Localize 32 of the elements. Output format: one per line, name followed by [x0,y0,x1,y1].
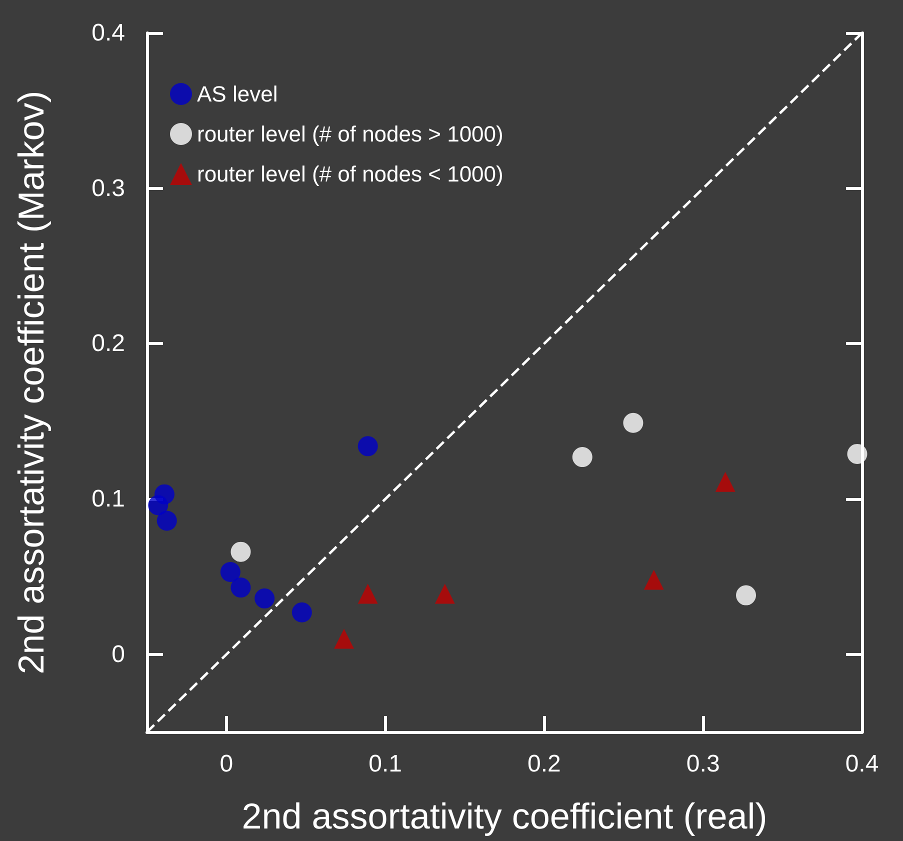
point [736,585,756,606]
point [434,584,455,604]
point [572,447,592,468]
point [358,584,378,604]
point [230,542,251,562]
y-tick-label: 0 [112,640,125,668]
legend-label: router level (# of nodes > 1000) [197,122,504,146]
point [148,495,168,516]
y-axis-title: 2nd assortativity coefficient (Markov) [10,90,52,674]
x-tick-label: 0.3 [686,750,720,778]
point [292,602,312,622]
x-tick-label: 0.2 [528,750,561,778]
point [156,510,177,531]
point [715,472,736,492]
legend-label: router level (# of nodes < 1000) [197,162,504,186]
point [623,412,644,433]
point [644,570,664,590]
x-tick-label: 0.1 [368,750,402,778]
x-tick-label: 0.4 [845,750,879,778]
point [334,628,354,649]
x-axis-title: 2nd assortativity coefficient (real) [242,796,768,836]
point [847,444,868,464]
x-tick-label: 0 [220,750,234,778]
y-tick-label: 0.4 [92,20,125,46]
legend-label: AS level [197,82,278,106]
y-tick-label: 0.2 [92,330,125,358]
point [358,436,378,456]
point [254,588,275,608]
point [220,562,240,582]
point [230,578,251,598]
y-tick-label: 0.3 [92,174,125,202]
y-tick-label: 0.1 [92,486,125,512]
